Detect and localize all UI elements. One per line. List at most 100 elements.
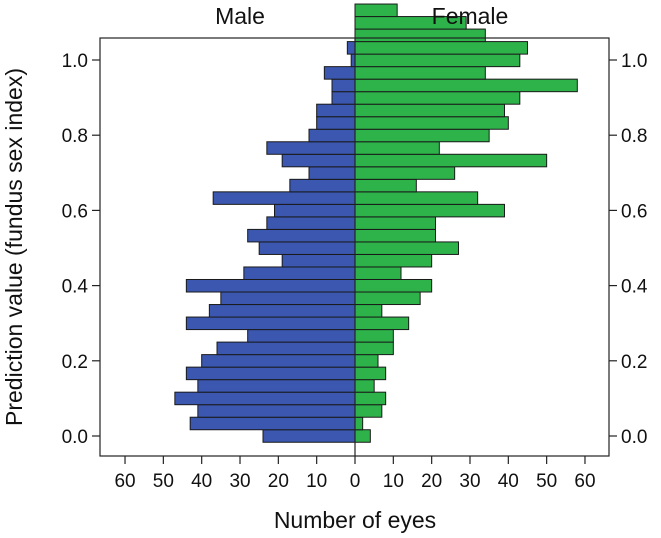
y-axis-right-ticks: 0.0 0.2 0.4 0.6 0.8 1.0 (609, 51, 648, 448)
male-bar (247, 329, 356, 343)
female-bar (354, 16, 467, 30)
y-tick-label-left: 0.2 (62, 352, 88, 373)
female-bar (354, 53, 521, 68)
x-tick-label: 60 (574, 471, 595, 492)
female-bar (354, 78, 578, 93)
y-tick-label-right: 0.6 (621, 201, 647, 222)
x-tick-label: 10 (306, 471, 327, 492)
female-bar (354, 166, 456, 180)
x-tick-label: 50 (153, 471, 174, 492)
female-bar (354, 404, 383, 418)
male-bar (274, 203, 356, 218)
female-bar (354, 278, 433, 293)
male-bar (316, 116, 356, 130)
y-axis-left-ticks: 0.0 0.2 0.4 0.6 0.8 1.0 (62, 51, 100, 448)
male-bar (189, 416, 356, 431)
x-tick-label: 60 (114, 471, 135, 492)
x-tick-label: 30 (229, 471, 250, 492)
y-tick-label-left: 0.8 (62, 126, 88, 147)
female-bar (354, 341, 394, 356)
male-bar (247, 228, 356, 243)
male-title: Male (215, 3, 265, 29)
x-tick-label: 40 (191, 471, 212, 492)
female-bar (354, 416, 364, 431)
male-bar (346, 41, 356, 55)
male-bar (220, 291, 356, 306)
male-bar (331, 78, 356, 93)
male-bar (216, 341, 356, 356)
female-bar (354, 304, 383, 318)
male-bar (316, 103, 356, 118)
male-bar (258, 241, 356, 255)
female-bar (354, 241, 459, 255)
x-tick-label: 20 (421, 471, 442, 492)
male-bar (266, 141, 356, 155)
male-bar (262, 429, 356, 443)
female-bar (354, 203, 505, 218)
x-tick-label: 40 (498, 471, 519, 492)
y-tick-label-left: 0.6 (62, 201, 88, 222)
female-bar (354, 41, 528, 55)
female-bar (354, 178, 417, 193)
female-bar (354, 91, 521, 105)
female-title: Female (432, 3, 509, 29)
male-bar (185, 366, 356, 381)
male-bar (208, 304, 356, 318)
female-bar (354, 128, 490, 143)
x-tick-label: 50 (536, 471, 557, 492)
male-bar (174, 391, 356, 406)
male-bar (197, 404, 356, 418)
female-bar (354, 329, 394, 343)
x-tick-label: 30 (459, 471, 480, 492)
male-bar (266, 216, 356, 230)
female-bar (354, 316, 410, 331)
female-bar (354, 228, 436, 243)
male-bar (331, 91, 356, 105)
y-tick-label-right: 1.0 (621, 51, 647, 72)
y-tick-label-left: 0.4 (62, 277, 89, 298)
female-bar (354, 116, 509, 130)
x-axis-ticks: 60 50 40 30 20 10 0 10 20 30 40 50 60 (114, 456, 596, 492)
male-bar (308, 166, 356, 180)
male-bar (289, 178, 356, 193)
y-tick-label-right: 0.4 (621, 277, 648, 298)
female-bar (354, 153, 548, 168)
bars-layer (174, 3, 578, 443)
male-bar (201, 354, 356, 368)
male-bar (308, 128, 356, 143)
male-bar (197, 379, 356, 393)
female-bar (354, 103, 505, 118)
female-bar (354, 354, 379, 368)
y-tick-label-right: 0.2 (621, 352, 647, 373)
female-bar (354, 366, 387, 381)
x-tick-label: 20 (268, 471, 289, 492)
female-bar (354, 141, 440, 155)
male-bar (212, 191, 356, 205)
male-bar (185, 316, 356, 331)
female-bar (354, 266, 402, 280)
female-bar (354, 429, 371, 443)
male-bar (281, 153, 356, 168)
male-bar (323, 66, 356, 80)
y-tick-label-right: 0.0 (621, 427, 647, 448)
female-bar (354, 28, 486, 43)
y-tick-label-left: 1.0 (62, 51, 88, 72)
female-bar (354, 253, 433, 268)
x-tick-label: 10 (383, 471, 404, 492)
female-bar (354, 216, 436, 230)
female-bar (354, 291, 421, 306)
female-bar (354, 391, 387, 406)
x-axis-title: Number of eyes (274, 507, 436, 533)
male-bar (185, 278, 356, 293)
male-bar (281, 253, 356, 268)
female-bar (354, 379, 375, 393)
y-tick-label-left: 0.0 (62, 427, 88, 448)
female-bar (354, 3, 398, 18)
y-tick-label-right: 0.8 (621, 126, 647, 147)
x-tick-label: 0 (350, 471, 361, 492)
y-axis-title: Prediction value (fundus sex index) (1, 68, 27, 426)
female-bar (354, 66, 486, 80)
female-bar (354, 191, 479, 205)
male-bar (243, 266, 356, 280)
